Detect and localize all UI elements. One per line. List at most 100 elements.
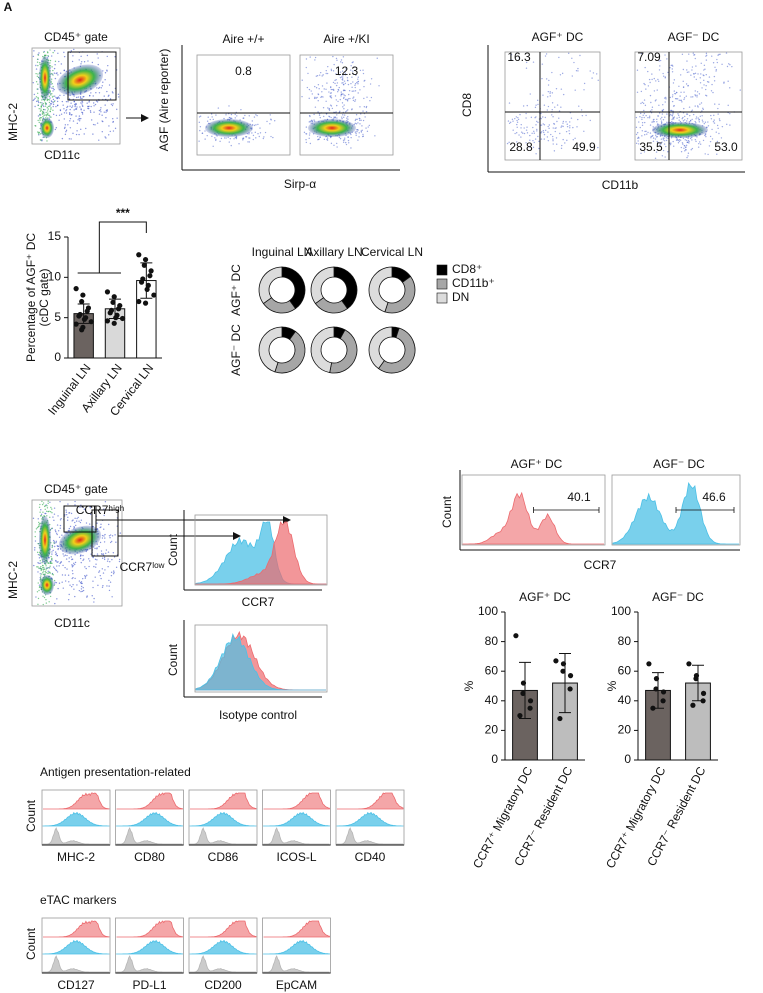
event-dot: [72, 133, 73, 134]
event-dot: [540, 132, 541, 133]
event-dot: [50, 108, 51, 109]
data-point: [105, 289, 110, 294]
event-dot: [344, 114, 345, 115]
event-dot: [549, 124, 550, 125]
event-dot: [240, 109, 241, 110]
event-dot: [58, 61, 59, 62]
event-dot: [80, 129, 81, 130]
event-dot: [658, 105, 659, 106]
event-dot: [685, 149, 686, 150]
event-dot: [671, 119, 672, 120]
event-dot: [107, 566, 108, 567]
event-dot: [38, 54, 39, 55]
event-dot: [538, 148, 539, 149]
event-dot: [48, 106, 49, 107]
gate-label: CCR7ˡᵒʷ: [120, 560, 165, 574]
event-dot: [90, 112, 91, 113]
event-dot: [647, 132, 648, 133]
label: CD11c: [54, 616, 90, 630]
data-point: [145, 287, 150, 292]
label: Aire +/+: [222, 32, 264, 46]
event-dot: [662, 137, 663, 138]
event-dot: [696, 95, 697, 96]
event-dot: [49, 502, 50, 503]
event-dot: [38, 568, 39, 569]
event-dot: [693, 54, 694, 55]
event-dot: [361, 125, 362, 126]
event-dot: [643, 83, 644, 84]
event-dot: [640, 113, 641, 114]
event-dot: [333, 145, 334, 146]
event-dot: [545, 130, 546, 131]
event-dot: [53, 101, 54, 102]
event-dot: [95, 92, 96, 93]
event-dot: [106, 69, 107, 70]
event-dot: [98, 546, 99, 547]
data-point: [143, 301, 148, 306]
event-dot: [35, 65, 36, 66]
event-dot: [43, 604, 44, 605]
event-dot: [657, 79, 658, 80]
event-dot: [527, 105, 528, 106]
event-dot: [571, 58, 572, 59]
event-dot: [40, 139, 41, 140]
event-dot: [75, 115, 76, 116]
event-dot: [66, 558, 67, 559]
event-dot: [37, 566, 38, 567]
event-dot: [526, 127, 527, 128]
event-dot: [55, 529, 56, 530]
event-dot: [44, 597, 45, 598]
event-dot: [727, 66, 728, 67]
event-dot: [346, 117, 347, 118]
event-dot: [37, 99, 38, 100]
event-dot: [225, 137, 226, 138]
event-dot: [548, 84, 549, 85]
event-dot: [665, 77, 666, 78]
data-point: [116, 306, 121, 311]
event-dot: [71, 564, 72, 565]
y-tick-label: 5: [54, 310, 61, 324]
event-dot: [56, 115, 57, 116]
event-dot: [41, 104, 42, 105]
event-dot: [636, 143, 637, 144]
event-dot: [301, 96, 302, 97]
label: AGF⁺ DC: [511, 457, 563, 471]
data-point: [654, 676, 659, 681]
event-dot: [51, 508, 52, 509]
event-dot: [98, 572, 99, 573]
event-dot: [53, 104, 54, 105]
event-dot: [102, 568, 103, 569]
event-dot: [199, 130, 200, 131]
event-dot: [38, 518, 39, 519]
event-dot: [661, 122, 662, 123]
event-dot: [656, 121, 657, 122]
event-dot: [704, 123, 705, 124]
event-dot: [695, 90, 696, 91]
event-dot: [36, 101, 37, 102]
event-dot: [687, 155, 688, 156]
event-dot: [714, 103, 715, 104]
event-dot: [672, 65, 673, 66]
event-dot: [327, 73, 328, 74]
event-dot: [263, 138, 264, 139]
event-dot: [686, 145, 687, 146]
event-dot: [342, 114, 343, 115]
event-dot: [248, 137, 249, 138]
event-dot: [347, 109, 348, 110]
event-dot: [359, 89, 360, 90]
event-dot: [646, 133, 647, 134]
event-dot: [55, 78, 56, 79]
event-dot: [677, 113, 678, 114]
event-dot: [647, 117, 648, 118]
histogram-curve: [264, 828, 330, 844]
event-dot: [684, 97, 685, 98]
event-dot: [571, 117, 572, 118]
event-dot: [702, 121, 703, 122]
label: 46.6: [702, 490, 726, 504]
event-dot: [62, 574, 63, 575]
event-dot: [53, 106, 54, 107]
event-dot: [57, 534, 58, 535]
event-dot: [340, 61, 341, 62]
event-dot: [78, 134, 79, 135]
event-dot: [547, 126, 548, 127]
